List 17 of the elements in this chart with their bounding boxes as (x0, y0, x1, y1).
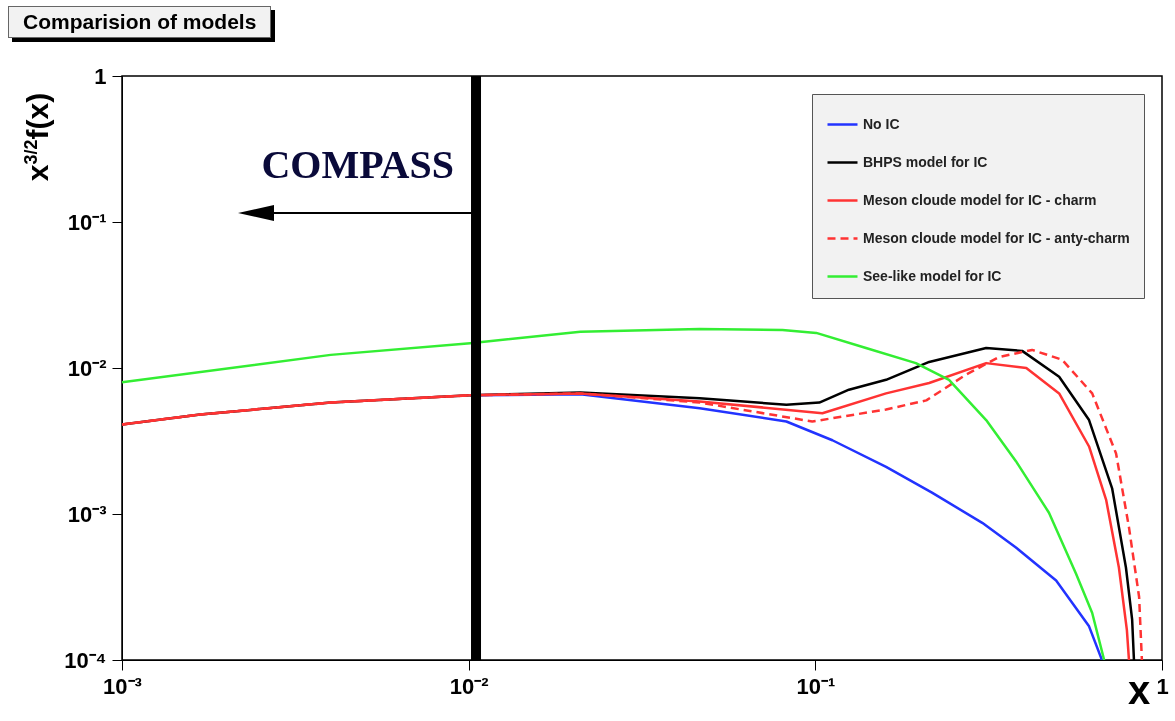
x-tick-label: 10⁻¹ (796, 673, 836, 699)
x-tick-label: 1 (1156, 673, 1169, 699)
ref-line-label: COMPASS (261, 142, 455, 187)
x-tick-label: 10⁻² (449, 673, 489, 699)
y-tick-label: 10⁻¹ (67, 209, 107, 235)
y-tick-label: 10⁻⁴ (64, 647, 107, 673)
y-tick-label: 10⁻³ (67, 501, 107, 527)
legend-label: BHPS model for IC (863, 153, 988, 170)
y-tick-label: 1 (94, 63, 107, 89)
y-tick-label: 10⁻² (67, 355, 107, 381)
x-tick-label: 10⁻³ (103, 673, 142, 699)
chart-title: Comparision of models (8, 6, 272, 38)
legend-label: See-like model for IC (863, 267, 1002, 284)
legend-label: Meson cloude model for IC - charm (863, 191, 1097, 208)
legend-label: Meson cloude model for IC - anty-charm (863, 229, 1130, 246)
x-axis-title: x (1128, 668, 1151, 713)
legend-label: No IC (863, 115, 900, 132)
